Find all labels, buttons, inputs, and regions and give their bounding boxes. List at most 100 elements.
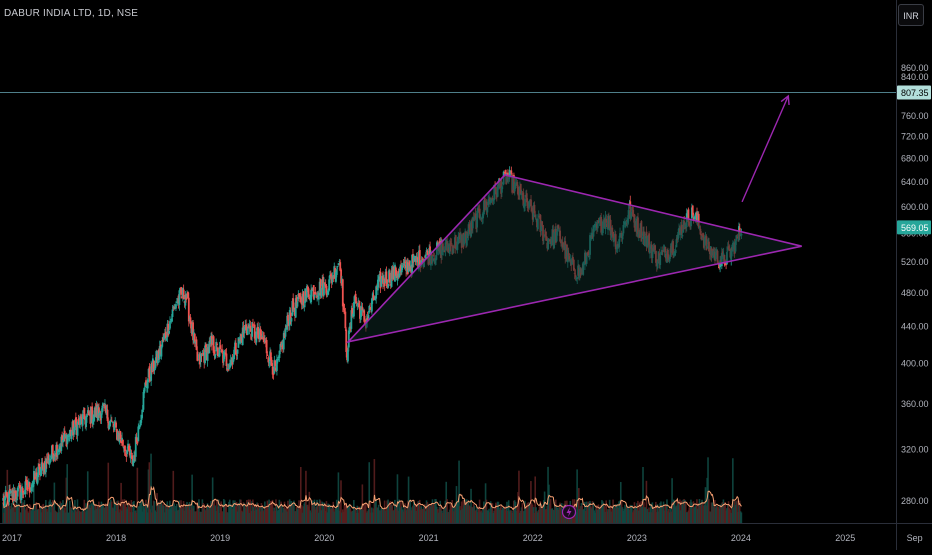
candle-body [276,359,278,371]
volume-bar [576,469,578,523]
volume-bar [475,509,477,523]
candle-body [284,327,287,337]
arrow-head [780,94,790,106]
candle-body [103,404,105,407]
volume-bar [491,503,494,523]
volume-bar [481,512,483,523]
volume-bar [246,501,249,523]
volume-bar [270,500,273,523]
volume-bar [25,508,27,523]
volume-bar [542,505,544,523]
candle-body [251,322,254,337]
candle-body [421,258,424,260]
candle-body [85,416,88,427]
volume-bar [501,507,504,523]
candle-body [388,272,391,283]
volume-bar [210,500,212,523]
volume-bar [654,506,656,523]
volume-bar [380,508,382,523]
volume-bar [338,510,341,523]
candle-body [49,458,52,463]
volume-bar [712,506,714,523]
volume-bar [659,502,661,523]
volume-bar [649,503,652,523]
candle-body [232,357,235,363]
candle-body [367,314,370,319]
volume-bar [584,501,586,523]
volume-bar [517,492,519,523]
candle-body [350,310,353,329]
volume-bar [669,506,672,523]
volume-bar [720,503,723,523]
volume-bar [675,505,678,523]
volume-bar [545,508,548,523]
volume-bar [513,500,516,523]
volume-bar [605,500,608,523]
candle-body [214,354,217,358]
volume-bar [104,503,107,523]
volume-bar [351,510,353,523]
drawings[interactable] [0,91,896,520]
volume-bar [610,511,613,523]
volume-bar [156,493,158,523]
volume-bar [578,488,580,523]
volume-bar [681,504,684,523]
volume-bar [508,511,511,523]
volume-bar [473,505,476,523]
volume-bar [600,505,602,523]
volume-bar [83,499,86,523]
volume-bar [43,506,45,523]
candle-body [279,344,282,350]
volume-bar [357,512,359,523]
volume-bar [238,503,240,523]
volume-bar [140,499,143,523]
volume-bar [128,501,130,523]
volume-bar [311,500,314,523]
volume-bar [619,500,621,523]
volume-bar [449,503,452,523]
volume-bar [504,510,507,523]
volume-bar [20,512,22,523]
volume-bar [15,501,18,523]
volume-bar [234,506,237,523]
volume-bar [29,505,32,523]
candle-body [128,445,130,451]
volume-bar [130,500,133,523]
volume-bar [537,509,540,523]
volume-bar [705,505,708,523]
volume-bar [98,501,100,523]
volume-bar [639,507,642,523]
volume-bar [302,506,305,523]
volume-bar [584,510,587,523]
candle-body [92,414,95,421]
volume-bar [203,504,205,523]
volume-bar [410,510,412,523]
candle-body [366,316,369,321]
candle-body [234,342,237,355]
volume-bar [90,503,92,523]
candle-body [246,326,249,335]
candle-body [142,391,145,410]
volume-bar [339,502,341,523]
currency-button[interactable]: INR [898,4,924,26]
candle-body [218,346,221,357]
volume-bar [307,506,310,523]
candle-body [299,295,301,297]
volume-bar [111,507,114,523]
candle-body [426,250,429,255]
volume-bar [731,503,733,523]
volume-bar [13,502,15,523]
volume-bar [31,509,33,523]
volume-bar [484,483,487,523]
candle-body [310,289,313,303]
candle-body [221,349,224,353]
candle-body [130,453,133,454]
volume-bar [5,505,8,523]
candle-body [136,441,139,444]
volume-bar [580,502,583,523]
volume-bar [465,499,468,523]
volume-bar [437,512,440,523]
candle-body [278,350,281,358]
